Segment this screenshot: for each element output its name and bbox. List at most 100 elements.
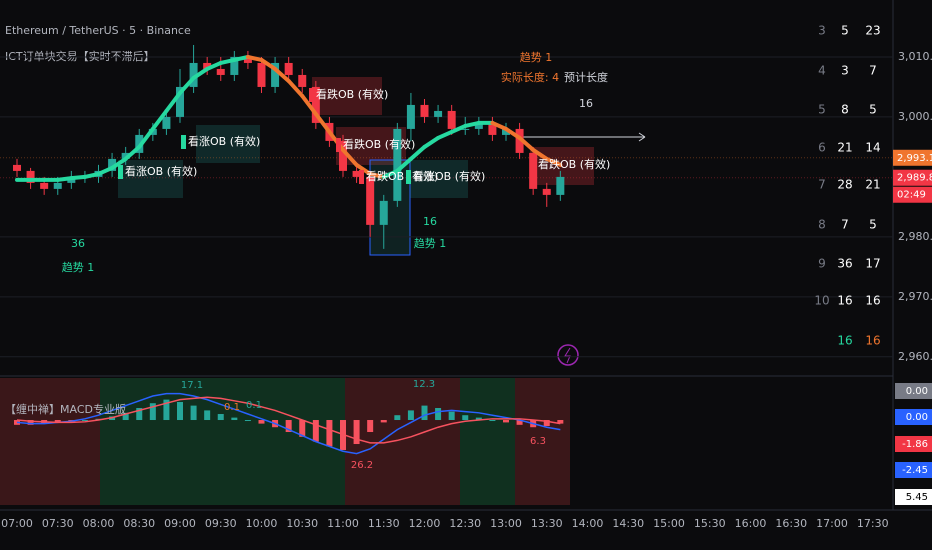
macd-label: 26.2 — [351, 460, 373, 471]
y-tick-label: 3,000.00 — [898, 110, 932, 123]
event-icon-bolt — [564, 347, 571, 364]
annotation: 看涨OB (有效) — [125, 164, 197, 178]
candle-body — [542, 188, 551, 195]
ob-box — [312, 77, 382, 115]
table-cell: 3 — [818, 24, 826, 38]
macd-bar — [217, 414, 224, 421]
x-tick-label: 15:30 — [694, 517, 726, 530]
table-footer: 16 — [837, 334, 852, 348]
countdown-badge — [893, 186, 932, 203]
macd-bar — [81, 420, 88, 422]
ma-line — [517, 135, 536, 152]
macd-axis-label: 0.00 — [906, 386, 928, 397]
macd-bar — [462, 415, 469, 421]
x-tick-label: 12:00 — [409, 517, 441, 530]
annotation: 趋势 1 — [520, 51, 553, 64]
table-cell: 28 — [837, 178, 852, 192]
table-cell: 4 — [818, 64, 826, 78]
ma-line — [463, 120, 481, 128]
macd-bar — [394, 415, 401, 421]
x-tick-label: 13:30 — [531, 517, 563, 530]
ma-line — [436, 129, 454, 140]
candle-body — [474, 122, 483, 129]
x-tick-label: 16:30 — [775, 517, 807, 530]
ma-line — [232, 54, 250, 62]
ma-line — [300, 93, 318, 116]
candle-body — [515, 128, 524, 153]
macd-bar — [163, 399, 170, 421]
ob-marker — [118, 165, 123, 179]
ob-box — [410, 160, 468, 198]
ob-marker — [531, 158, 536, 172]
macd-bar — [299, 420, 306, 437]
ma-line — [245, 54, 264, 62]
candle-body — [189, 62, 198, 87]
macd-bar — [326, 420, 333, 447]
y-tick-label: 3,010.00 — [898, 50, 932, 63]
annotation: 实际长度: 4 — [501, 70, 559, 84]
macd-bar — [448, 411, 455, 421]
candle-body — [420, 104, 429, 117]
macd-axis-label: 0.00 — [906, 412, 928, 423]
annotation: 看跌OB (有效) — [538, 157, 610, 171]
candle-body — [339, 140, 347, 171]
macd-region — [345, 378, 460, 505]
macd-bar — [407, 410, 414, 421]
annotation: 16 — [579, 97, 593, 110]
macd-bar — [421, 405, 428, 421]
x-tick-label: 09:30 — [205, 517, 237, 530]
macd-bar — [475, 417, 482, 421]
candle-body — [488, 122, 497, 135]
macd-bar — [204, 410, 211, 421]
symbol-title: Ethereum / TetherUS · 5 · Binance — [5, 24, 191, 37]
candle-body — [298, 74, 307, 87]
y-tick-label: 2,970.00 — [898, 290, 932, 303]
ob-marker — [336, 138, 341, 152]
macd-bar — [503, 420, 509, 423]
table-cell: 3 — [841, 64, 849, 78]
candle-body — [393, 128, 402, 201]
ma-line — [286, 78, 305, 98]
macd-bar — [258, 420, 265, 424]
macd-bar — [231, 417, 238, 421]
macd-axis-badge — [895, 462, 932, 478]
macd-bar — [177, 402, 183, 421]
x-tick-label: 10:30 — [286, 517, 318, 530]
macd-region — [100, 378, 345, 505]
ma-line — [82, 171, 101, 179]
table-cell: 6 — [818, 141, 826, 155]
macd-bar — [367, 420, 374, 433]
event-icon[interactable] — [557, 344, 579, 366]
ma-line — [368, 171, 386, 179]
macd-bar — [489, 420, 496, 422]
price-badge — [893, 149, 932, 166]
candle-body — [230, 56, 239, 75]
x-tick-label: 14:00 — [572, 517, 604, 530]
ma-line — [55, 176, 74, 182]
macd-bar — [543, 420, 550, 427]
ma-line — [205, 60, 223, 71]
macd-axis-badge — [895, 409, 932, 425]
table-cell: 7 — [818, 178, 826, 192]
annotation: 36 — [71, 237, 85, 250]
candle-body — [311, 86, 320, 123]
candle-body — [257, 62, 266, 87]
macd-region — [515, 378, 570, 505]
candle-body — [162, 116, 171, 129]
macd-region — [460, 378, 515, 505]
annotation: 看涨OB (有效) — [413, 169, 485, 183]
macd-axis-label: -1.86 — [902, 439, 928, 450]
macd-macd-line — [16, 392, 561, 455]
table-cell: 8 — [818, 218, 826, 232]
ma-line — [354, 162, 373, 176]
annotation: 趋势 1 — [62, 261, 95, 274]
table-cell: 16 — [865, 294, 880, 308]
macd-bar — [380, 420, 387, 423]
candle-body — [379, 200, 388, 225]
table-cell: 21 — [837, 141, 852, 155]
y-tick-label: 2,960.00 — [898, 350, 932, 363]
table-cell: 16 — [837, 294, 852, 308]
indicator-title: ICT订单块交易【实时不滞后】 — [5, 49, 155, 63]
macd-region — [0, 378, 100, 505]
